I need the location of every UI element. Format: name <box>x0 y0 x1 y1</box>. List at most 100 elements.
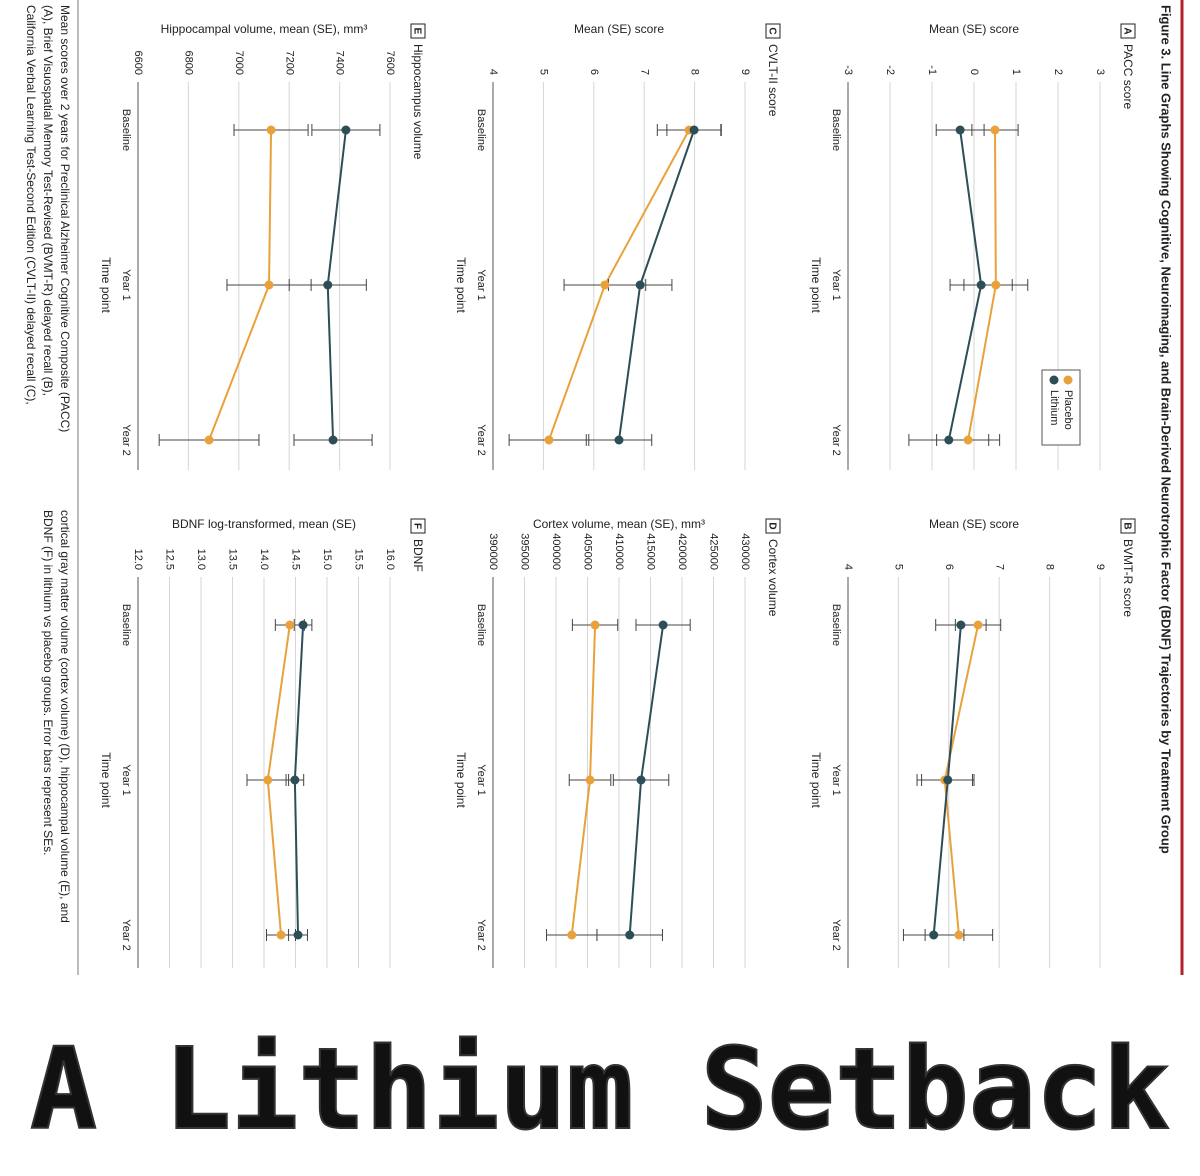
panel-label: A <box>1121 27 1132 34</box>
legend-swatch <box>1063 375 1073 385</box>
y-tick-label: 6600 <box>132 51 144 75</box>
y-tick-label: -2 <box>884 65 896 75</box>
panel-title: PACC score <box>1121 44 1135 109</box>
y-axis-title: Mean (SE) score <box>574 22 664 36</box>
y-tick-label: 15.5 <box>353 549 365 570</box>
y-tick-label: 400000 <box>550 533 562 570</box>
data-point <box>585 775 595 785</box>
data-point <box>976 280 986 290</box>
x-tick-label: Year 1 <box>830 269 842 300</box>
data-point <box>600 280 610 290</box>
y-tick-label: 16.0 <box>384 549 396 570</box>
data-point <box>990 125 1000 135</box>
data-point <box>544 435 554 445</box>
x-tick-label: Baseline <box>475 109 487 151</box>
data-point <box>636 775 646 785</box>
data-point <box>264 280 274 290</box>
panel: D Cortex volume Cortex volume, mean (SE), … <box>454 517 781 968</box>
y-tick-label: 430000 <box>739 533 751 570</box>
data-point <box>298 620 308 630</box>
x-tick-label: Year 2 <box>120 919 132 950</box>
legend-box <box>1041 369 1081 446</box>
caption-line: (A), Brief Visuospatial Memory Test-Revi… <box>41 5 55 396</box>
data-point <box>276 930 286 940</box>
panel-label-box <box>1120 23 1136 39</box>
y-tick-label: 6 <box>943 564 955 570</box>
caption-line: BDNF (F) in lithium vs placebo groups. E… <box>41 510 55 855</box>
y-tick-label: 0 <box>968 69 980 75</box>
panel-label-box <box>410 518 426 534</box>
x-axis-title: Time point <box>454 752 468 808</box>
panel-label-box <box>765 23 781 39</box>
x-tick-label: Year 2 <box>830 919 842 950</box>
y-tick-label: 390000 <box>487 533 499 570</box>
panel: F BDNF BDNF log-transformed, mean (SE) 12.0… <box>99 517 426 968</box>
x-tick-label: Year 1 <box>120 764 132 795</box>
x-tick-label: Baseline <box>120 109 132 151</box>
x-tick-label: Year 1 <box>120 269 132 300</box>
y-tick-label: 6800 <box>182 51 194 75</box>
panel: A PACC score Mean (SE) score -3 -2 -1 0 1 2 3 Base… <box>809 22 1136 470</box>
y-axis-title: Hippocampal volume, mean (SE), mm³ <box>161 22 368 36</box>
y-tick-label: -3 <box>842 65 854 75</box>
x-tick-label: Baseline <box>475 604 487 646</box>
data-point <box>944 435 954 445</box>
panel-title: Hippocampus volume <box>411 44 425 160</box>
data-point <box>689 125 699 135</box>
data-point <box>973 620 983 630</box>
y-tick-label: 415000 <box>645 533 657 570</box>
data-point <box>285 620 295 630</box>
y-tick-label: 7600 <box>384 51 396 75</box>
x-tick-label: Year 2 <box>120 424 132 455</box>
data-point <box>590 620 600 630</box>
panel-label: B <box>1121 522 1132 529</box>
data-point <box>290 775 300 785</box>
panel-label: F <box>411 523 422 529</box>
panel-label-box <box>1120 518 1136 534</box>
y-tick-label: 7 <box>993 564 1005 570</box>
panel-title: CVLT-II score <box>766 44 780 117</box>
x-axis-title: Time point <box>809 752 823 808</box>
y-tick-label: 395000 <box>519 533 531 570</box>
y-tick-label: 15.0 <box>321 549 333 570</box>
panel-title: BDNF <box>411 539 425 572</box>
y-tick-label: 4 <box>842 564 854 570</box>
x-tick-label: Baseline <box>120 604 132 646</box>
y-tick-label: 9 <box>1094 564 1106 570</box>
legend-label: Lithium <box>1048 390 1060 425</box>
data-point <box>963 435 973 445</box>
caption-line: cortical gray matter volume (cortex volu… <box>58 510 72 923</box>
x-tick-label: Baseline <box>830 109 842 151</box>
data-point <box>263 775 273 785</box>
figure-title: Figure 3. Line Graphs Showing Cognitive,… <box>1159 5 1174 854</box>
caption-line: California Verbal Learning Test-Second E… <box>24 5 38 405</box>
panel-label-box <box>410 23 426 39</box>
y-axis-title: Mean (SE) score <box>929 517 1019 531</box>
x-tick-label: Year 1 <box>830 764 842 795</box>
y-axis-title: BDNF log-transformed, mean (SE) <box>172 517 356 531</box>
x-tick-label: Year 2 <box>475 919 487 950</box>
panel-label-box <box>765 518 781 534</box>
y-tick-label: 3 <box>1094 69 1106 75</box>
data-point <box>625 930 635 940</box>
data-point <box>956 620 966 630</box>
y-tick-label: 5 <box>892 564 904 570</box>
data-point <box>323 280 333 290</box>
data-point <box>266 125 276 135</box>
x-tick-label: Year 2 <box>830 424 842 455</box>
panel: E Hippocampus volume Hippocampal volume, m… <box>99 22 426 470</box>
y-tick-label: 1 <box>1010 69 1022 75</box>
panel-label: D <box>766 522 777 529</box>
x-axis-title: Time point <box>99 752 113 808</box>
panel-label: E <box>411 28 422 35</box>
data-point <box>293 930 303 940</box>
y-tick-label: 12.5 <box>164 549 176 570</box>
y-tick-label: 2 <box>1052 69 1064 75</box>
panel: B BVMT-R score Mean (SE) score 4 5 6 7 8 9 Baseli… <box>809 517 1136 968</box>
y-tick-label: 410000 <box>613 533 625 570</box>
legend-swatch <box>1049 375 1059 385</box>
data-point <box>929 930 939 940</box>
panel: C CVLT-II score Mean (SE) score 4 5 6 7 8 9 Basel… <box>454 22 781 470</box>
y-axis-title: Mean (SE) score <box>929 22 1019 36</box>
